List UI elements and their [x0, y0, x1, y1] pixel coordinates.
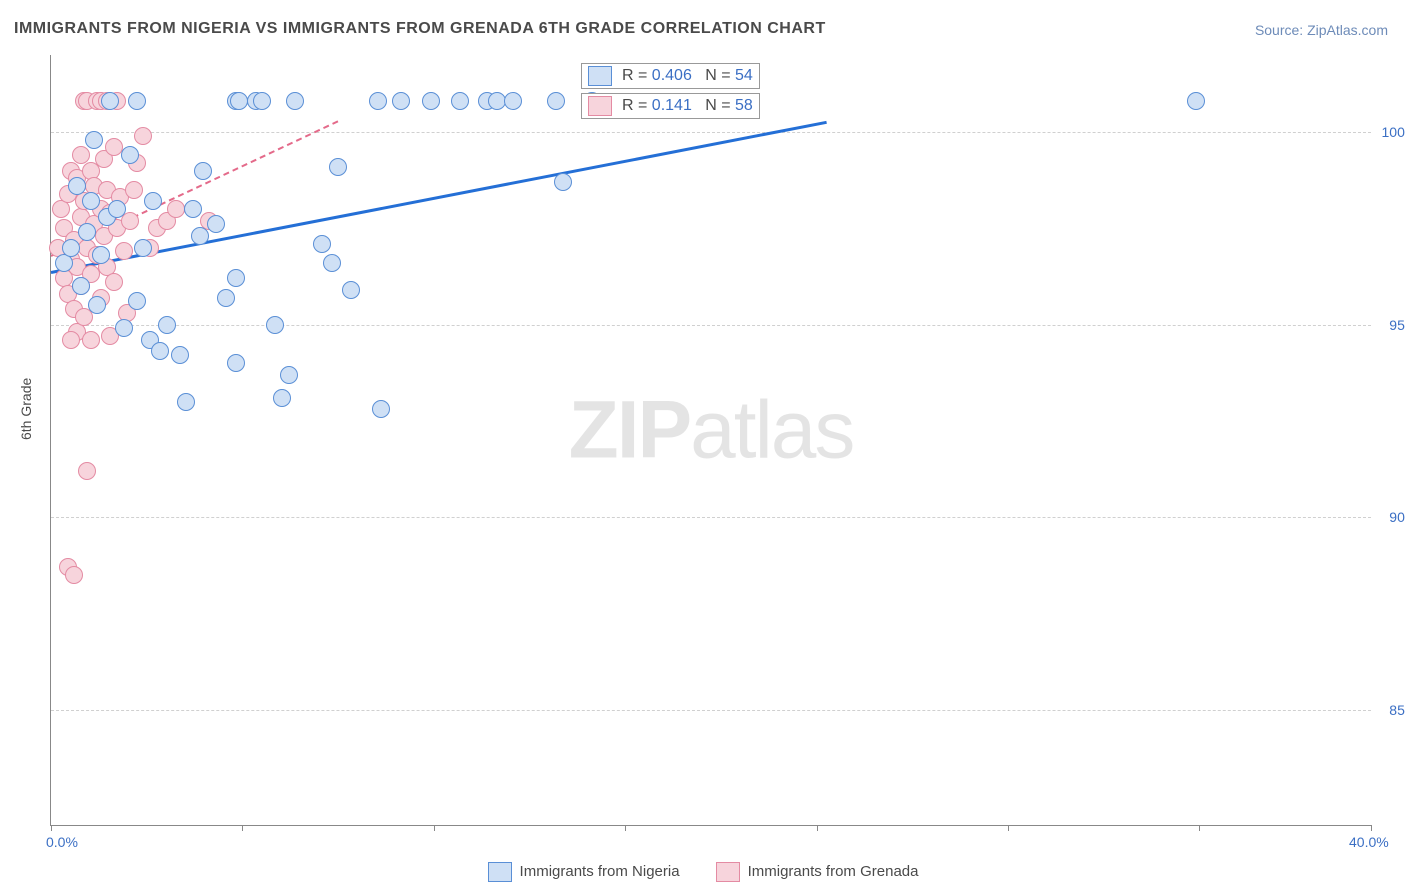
scatter-point [554, 173, 572, 191]
scatter-point [85, 131, 103, 149]
scatter-point [273, 389, 291, 407]
scatter-point [134, 239, 152, 257]
scatter-point [55, 254, 73, 272]
scatter-point [52, 200, 70, 218]
scatter-point [227, 269, 245, 287]
legend-swatch [716, 862, 740, 882]
scatter-point [372, 400, 390, 418]
scatter-point [167, 200, 185, 218]
scatter-point [151, 342, 169, 360]
stat-legend-text: R = 0.141 N = 58 [622, 97, 753, 115]
legend-swatch [588, 96, 612, 116]
scatter-point [78, 462, 96, 480]
scatter-plot-area: ZIPatlas 85.0%90.0%95.0%100.0%0.0%40.0%R… [50, 55, 1371, 826]
scatter-point [217, 289, 235, 307]
legend-swatch [488, 862, 512, 882]
watermark: ZIPatlas [569, 384, 854, 478]
scatter-point [191, 227, 209, 245]
scatter-point [286, 92, 304, 110]
scatter-point [128, 92, 146, 110]
scatter-point [280, 366, 298, 384]
bottom-legend-item: Immigrants from Nigeria [488, 863, 680, 880]
y-tick-label: 95.0% [1389, 317, 1406, 333]
y-tick-label: 85.0% [1389, 702, 1406, 718]
bottom-legend-label: Immigrants from Nigeria [520, 863, 680, 880]
scatter-point [72, 146, 90, 164]
bottom-legend-item: Immigrants from Grenada [716, 863, 919, 880]
x-tick-mark [625, 825, 626, 831]
scatter-point [207, 215, 225, 233]
legend-swatch [588, 66, 612, 86]
scatter-point [144, 192, 162, 210]
scatter-point [547, 92, 565, 110]
scatter-point [342, 281, 360, 299]
scatter-point [329, 158, 347, 176]
scatter-point [105, 273, 123, 291]
scatter-point [108, 200, 126, 218]
scatter-point [369, 92, 387, 110]
stat-legend-row: R = 0.406 N = 54 [581, 63, 760, 89]
scatter-point [72, 277, 90, 295]
scatter-point [92, 246, 110, 264]
scatter-point [65, 566, 83, 584]
x-tick-label: 40.0% [1349, 834, 1389, 850]
scatter-point [313, 235, 331, 253]
scatter-point [194, 162, 212, 180]
scatter-point [504, 92, 522, 110]
chart-title: IMMIGRANTS FROM NIGERIA VS IMMIGRANTS FR… [14, 20, 826, 38]
gridline [51, 325, 1371, 326]
scatter-point [266, 316, 284, 334]
source-link[interactable]: ZipAtlas.com [1307, 22, 1388, 38]
stat-legend-text: R = 0.406 N = 54 [622, 67, 753, 85]
x-tick-mark [242, 825, 243, 831]
watermark-atlas: atlas [690, 385, 853, 476]
scatter-point [62, 239, 80, 257]
scatter-point [230, 92, 248, 110]
y-tick-label: 100.0% [1382, 124, 1406, 140]
scatter-point [105, 138, 123, 156]
watermark-zip: ZIP [569, 385, 691, 476]
scatter-point [422, 92, 440, 110]
x-tick-mark [1008, 825, 1009, 831]
x-tick-mark [1199, 825, 1200, 831]
scatter-point [392, 92, 410, 110]
scatter-point [171, 346, 189, 364]
scatter-point [177, 393, 195, 411]
x-tick-mark [434, 825, 435, 831]
scatter-point [78, 223, 96, 241]
gridline [51, 710, 1371, 711]
source-attribution: Source: ZipAtlas.com [1255, 22, 1388, 38]
scatter-point [128, 292, 146, 310]
scatter-point [115, 242, 133, 260]
stat-legend-row: R = 0.141 N = 58 [581, 93, 760, 119]
y-axis-label: 6th Grade [18, 378, 34, 440]
x-tick-mark [51, 825, 52, 831]
scatter-point [82, 331, 100, 349]
scatter-point [1187, 92, 1205, 110]
scatter-point [253, 92, 271, 110]
source-prefix: Source: [1255, 22, 1307, 38]
scatter-point [323, 254, 341, 272]
x-tick-mark [817, 825, 818, 831]
scatter-point [227, 354, 245, 372]
scatter-point [488, 92, 506, 110]
scatter-point [62, 331, 80, 349]
scatter-point [158, 316, 176, 334]
x-tick-mark [1371, 825, 1372, 831]
scatter-point [125, 181, 143, 199]
gridline [51, 132, 1371, 133]
bottom-legend-label: Immigrants from Grenada [748, 863, 919, 880]
scatter-point [184, 200, 202, 218]
x-tick-label: 0.0% [46, 834, 78, 850]
scatter-point [134, 127, 152, 145]
trendline [51, 120, 827, 273]
scatter-point [451, 92, 469, 110]
scatter-point [82, 192, 100, 210]
scatter-point [88, 296, 106, 314]
y-tick-label: 90.0% [1389, 509, 1406, 525]
bottom-legend: Immigrants from Nigeria Immigrants from G… [0, 862, 1406, 882]
scatter-point [115, 319, 133, 337]
gridline [51, 517, 1371, 518]
